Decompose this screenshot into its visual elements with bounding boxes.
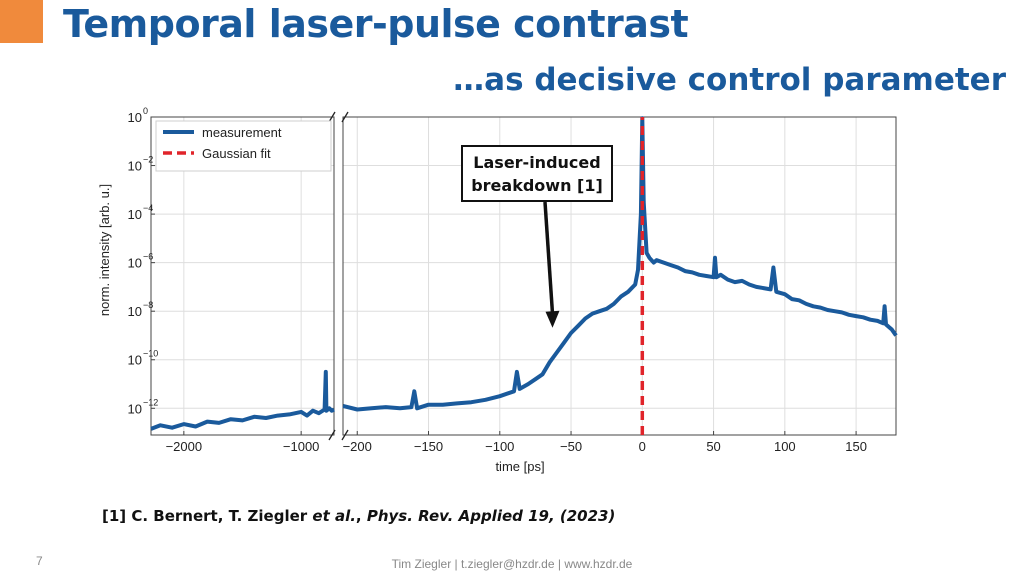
slide-title: Temporal laser-pulse contrast (63, 2, 689, 46)
y-tick-label: 10 (128, 353, 142, 368)
y-tick-exponent: 0 (143, 106, 148, 116)
y-tick-exponent: −4 (143, 203, 153, 213)
reference-citation: [1] C. Bernert, T. Ziegler et al., Phys.… (102, 507, 615, 525)
page-number: 7 (36, 554, 43, 568)
y-tick-exponent: −12 (143, 397, 158, 407)
annotation-arrow-shaft (543, 201, 555, 314)
reference-separator: , (355, 507, 367, 525)
y-tick-label: 10 (128, 256, 142, 271)
x-tick-label: −200 (343, 439, 372, 454)
x-tick-label: 50 (706, 439, 720, 454)
y-tick-exponent: −10 (143, 349, 158, 359)
annotation-text: breakdown [1] (471, 176, 603, 195)
x-tick-label: 0 (639, 439, 646, 454)
x-axis-label: time [ps] (495, 459, 544, 474)
reference-etal: et al. (312, 507, 356, 525)
measurement-line-left (150, 369, 335, 431)
footer-contact: Tim Ziegler | t.ziegler@hzdr.de | www.hz… (391, 557, 633, 571)
annotation-text: Laser-induced (473, 153, 600, 172)
legend-label-gaussian-fit: Gaussian fit (202, 146, 271, 161)
slide-subtitle: …as decisive control parameter (453, 62, 1006, 98)
annotation-box (461, 145, 613, 202)
axis-break-mark (341, 429, 349, 441)
left-panel-frame (150, 116, 335, 436)
x-tick-label: −2000 (166, 439, 203, 454)
axis-break-mark (341, 111, 349, 123)
axis-break-mark (328, 429, 336, 441)
y-tick-label: 10 (128, 304, 142, 319)
x-tick-label: −100 (485, 439, 514, 454)
axis-break-gap (335, 115, 342, 437)
legend-box (155, 120, 332, 172)
x-tick-label: 100 (774, 439, 796, 454)
y-tick-label: 10 (128, 110, 142, 125)
legend-label-measurement: measurement (202, 125, 282, 140)
y-tick-exponent: −8 (143, 300, 153, 310)
y-tick-label: 10 (128, 401, 142, 416)
x-tick-label: −150 (414, 439, 443, 454)
y-tick-label: 10 (128, 159, 142, 174)
right-panel-frame (342, 116, 897, 436)
x-tick-label: −50 (560, 439, 582, 454)
y-tick-exponent: −6 (143, 252, 153, 262)
measurement-line-right (342, 116, 898, 412)
accent-square (0, 0, 43, 43)
reference-journal: Phys. Rev. Applied 19, (2023) (366, 507, 616, 525)
x-tick-label: 150 (845, 439, 867, 454)
y-axis-label: norm. intensity [arb. u.] (97, 184, 112, 316)
axis-break-mark (328, 111, 336, 123)
y-tick-exponent: −2 (143, 155, 153, 165)
annotation-arrow-head (545, 310, 560, 328)
y-tick-label: 10 (128, 207, 142, 222)
reference-authors: [1] C. Bernert, T. Ziegler (102, 507, 313, 525)
x-tick-label: −1000 (283, 439, 320, 454)
